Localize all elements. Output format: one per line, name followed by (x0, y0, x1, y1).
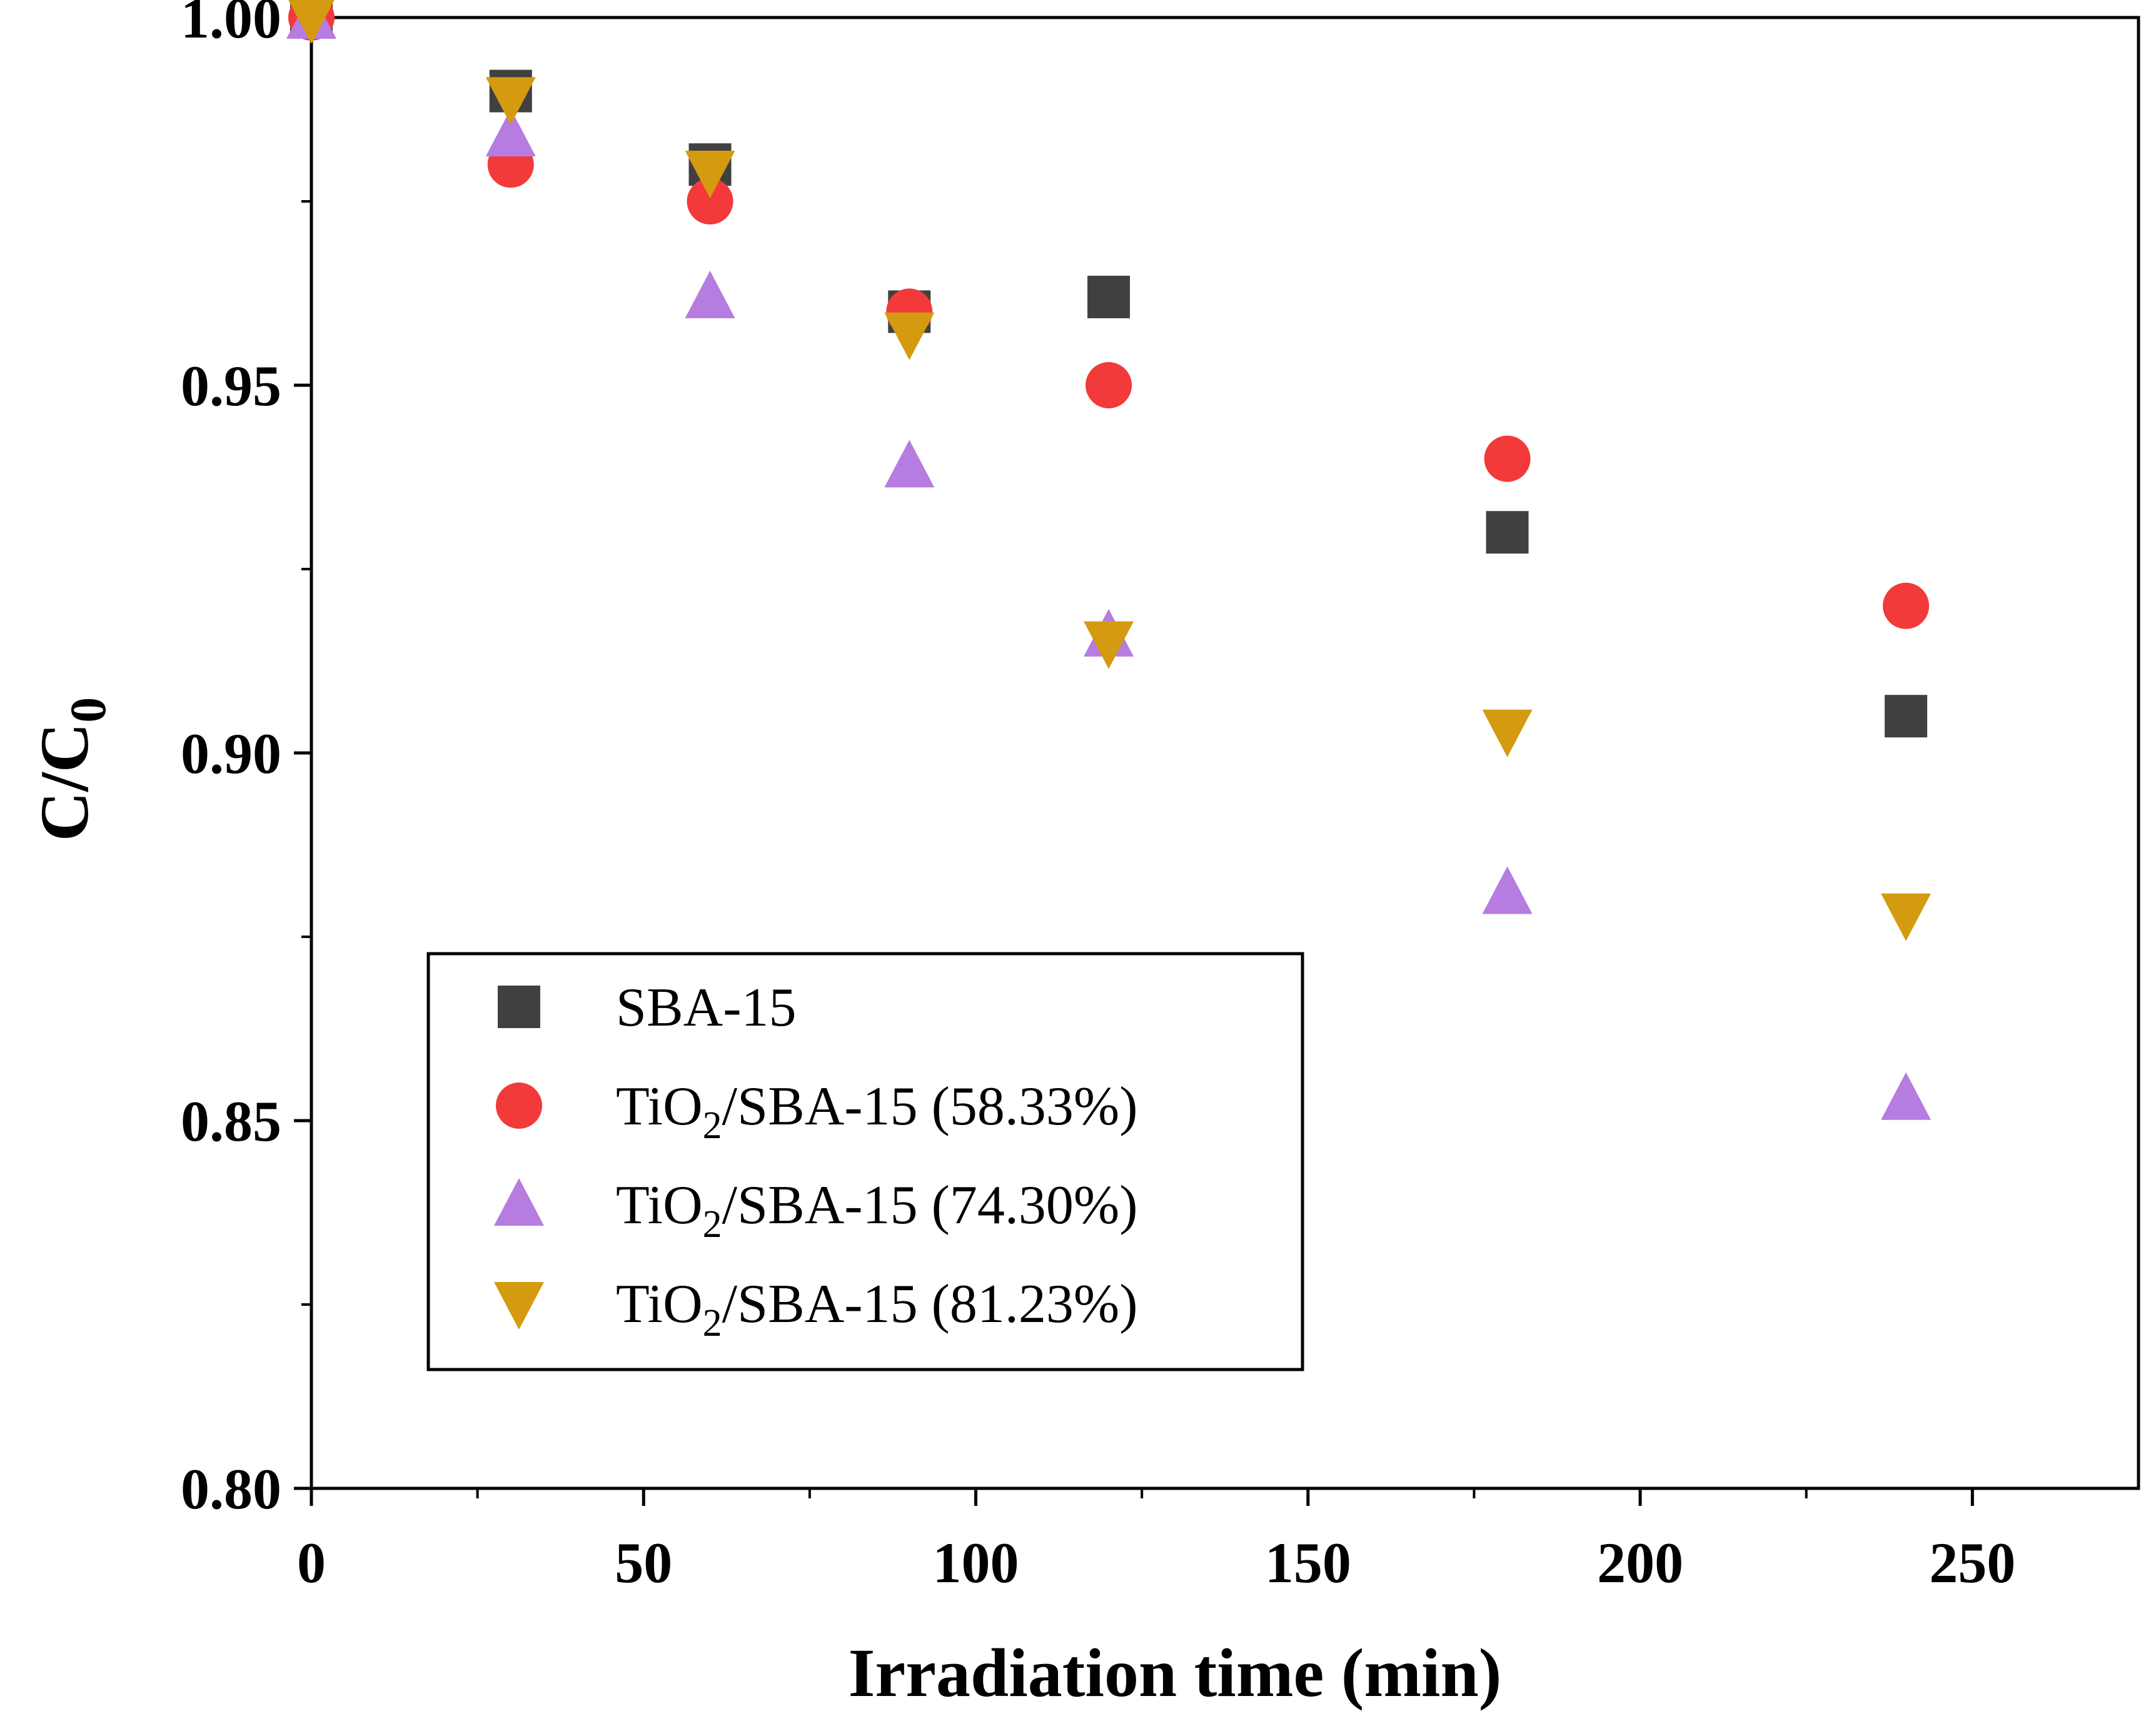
data-point (485, 77, 536, 125)
y-tick-label: 1.00 (181, 0, 281, 50)
y-tick-label: 0.95 (181, 354, 281, 418)
data-point (884, 440, 935, 488)
data-point (1482, 866, 1533, 914)
data-point (687, 178, 733, 225)
data-point (1883, 582, 1930, 629)
x-axis-title: Irradiation time (min) (849, 1635, 1502, 1711)
data-point (1087, 275, 1131, 318)
data-point (685, 150, 735, 198)
y-tick-label: 0.85 (181, 1089, 281, 1153)
legend-label: TiO2/SBA-15 (81.23%) (616, 1274, 1138, 1345)
data-points (286, 0, 1932, 1120)
legend-label: SBA-15 (616, 977, 797, 1038)
x-tick-label: 150 (1265, 1531, 1351, 1595)
legend-marker (496, 1083, 542, 1129)
legend-marker (498, 986, 540, 1028)
legend-label: TiO2/SBA-15 (58.33%) (616, 1076, 1138, 1147)
x-tick-label: 0 (297, 1531, 326, 1595)
data-point (1881, 1072, 1932, 1120)
data-point (884, 312, 935, 360)
data-point (1885, 695, 1928, 738)
y-tick-label: 0.80 (181, 1457, 281, 1521)
legend-marker (494, 1282, 544, 1330)
legend-label: TiO2/SBA-15 (74.30%) (616, 1175, 1138, 1246)
x-tick-label: 50 (615, 1531, 672, 1595)
x-tick-label: 200 (1597, 1531, 1683, 1595)
y-tick-label: 0.90 (181, 722, 281, 785)
data-point (1881, 893, 1932, 941)
data-point (1484, 435, 1531, 482)
x-tick-label: 250 (1929, 1531, 2015, 1595)
x-tick-label: 100 (933, 1531, 1019, 1595)
data-point (1084, 621, 1134, 669)
series-4 (288, 0, 1932, 941)
legend-box (426, 952, 1304, 1371)
legend: SBA-15 TiO2/SBA-15 (58.33%) TiO2/SBA-15 (7… (426, 952, 1304, 1371)
data-point (288, 0, 335, 44)
data-point (1482, 709, 1533, 757)
data-point (685, 270, 735, 318)
axes: 0 50 100 150 200 250 0.80 0.85 0.90 0.95 1.00 Irrad… (26, 0, 2140, 1711)
y-axis-title: C/C0 (26, 697, 116, 841)
data-point (1486, 511, 1529, 554)
data-point (1086, 362, 1132, 408)
data-point (485, 109, 536, 157)
legend-marker (494, 1178, 544, 1226)
